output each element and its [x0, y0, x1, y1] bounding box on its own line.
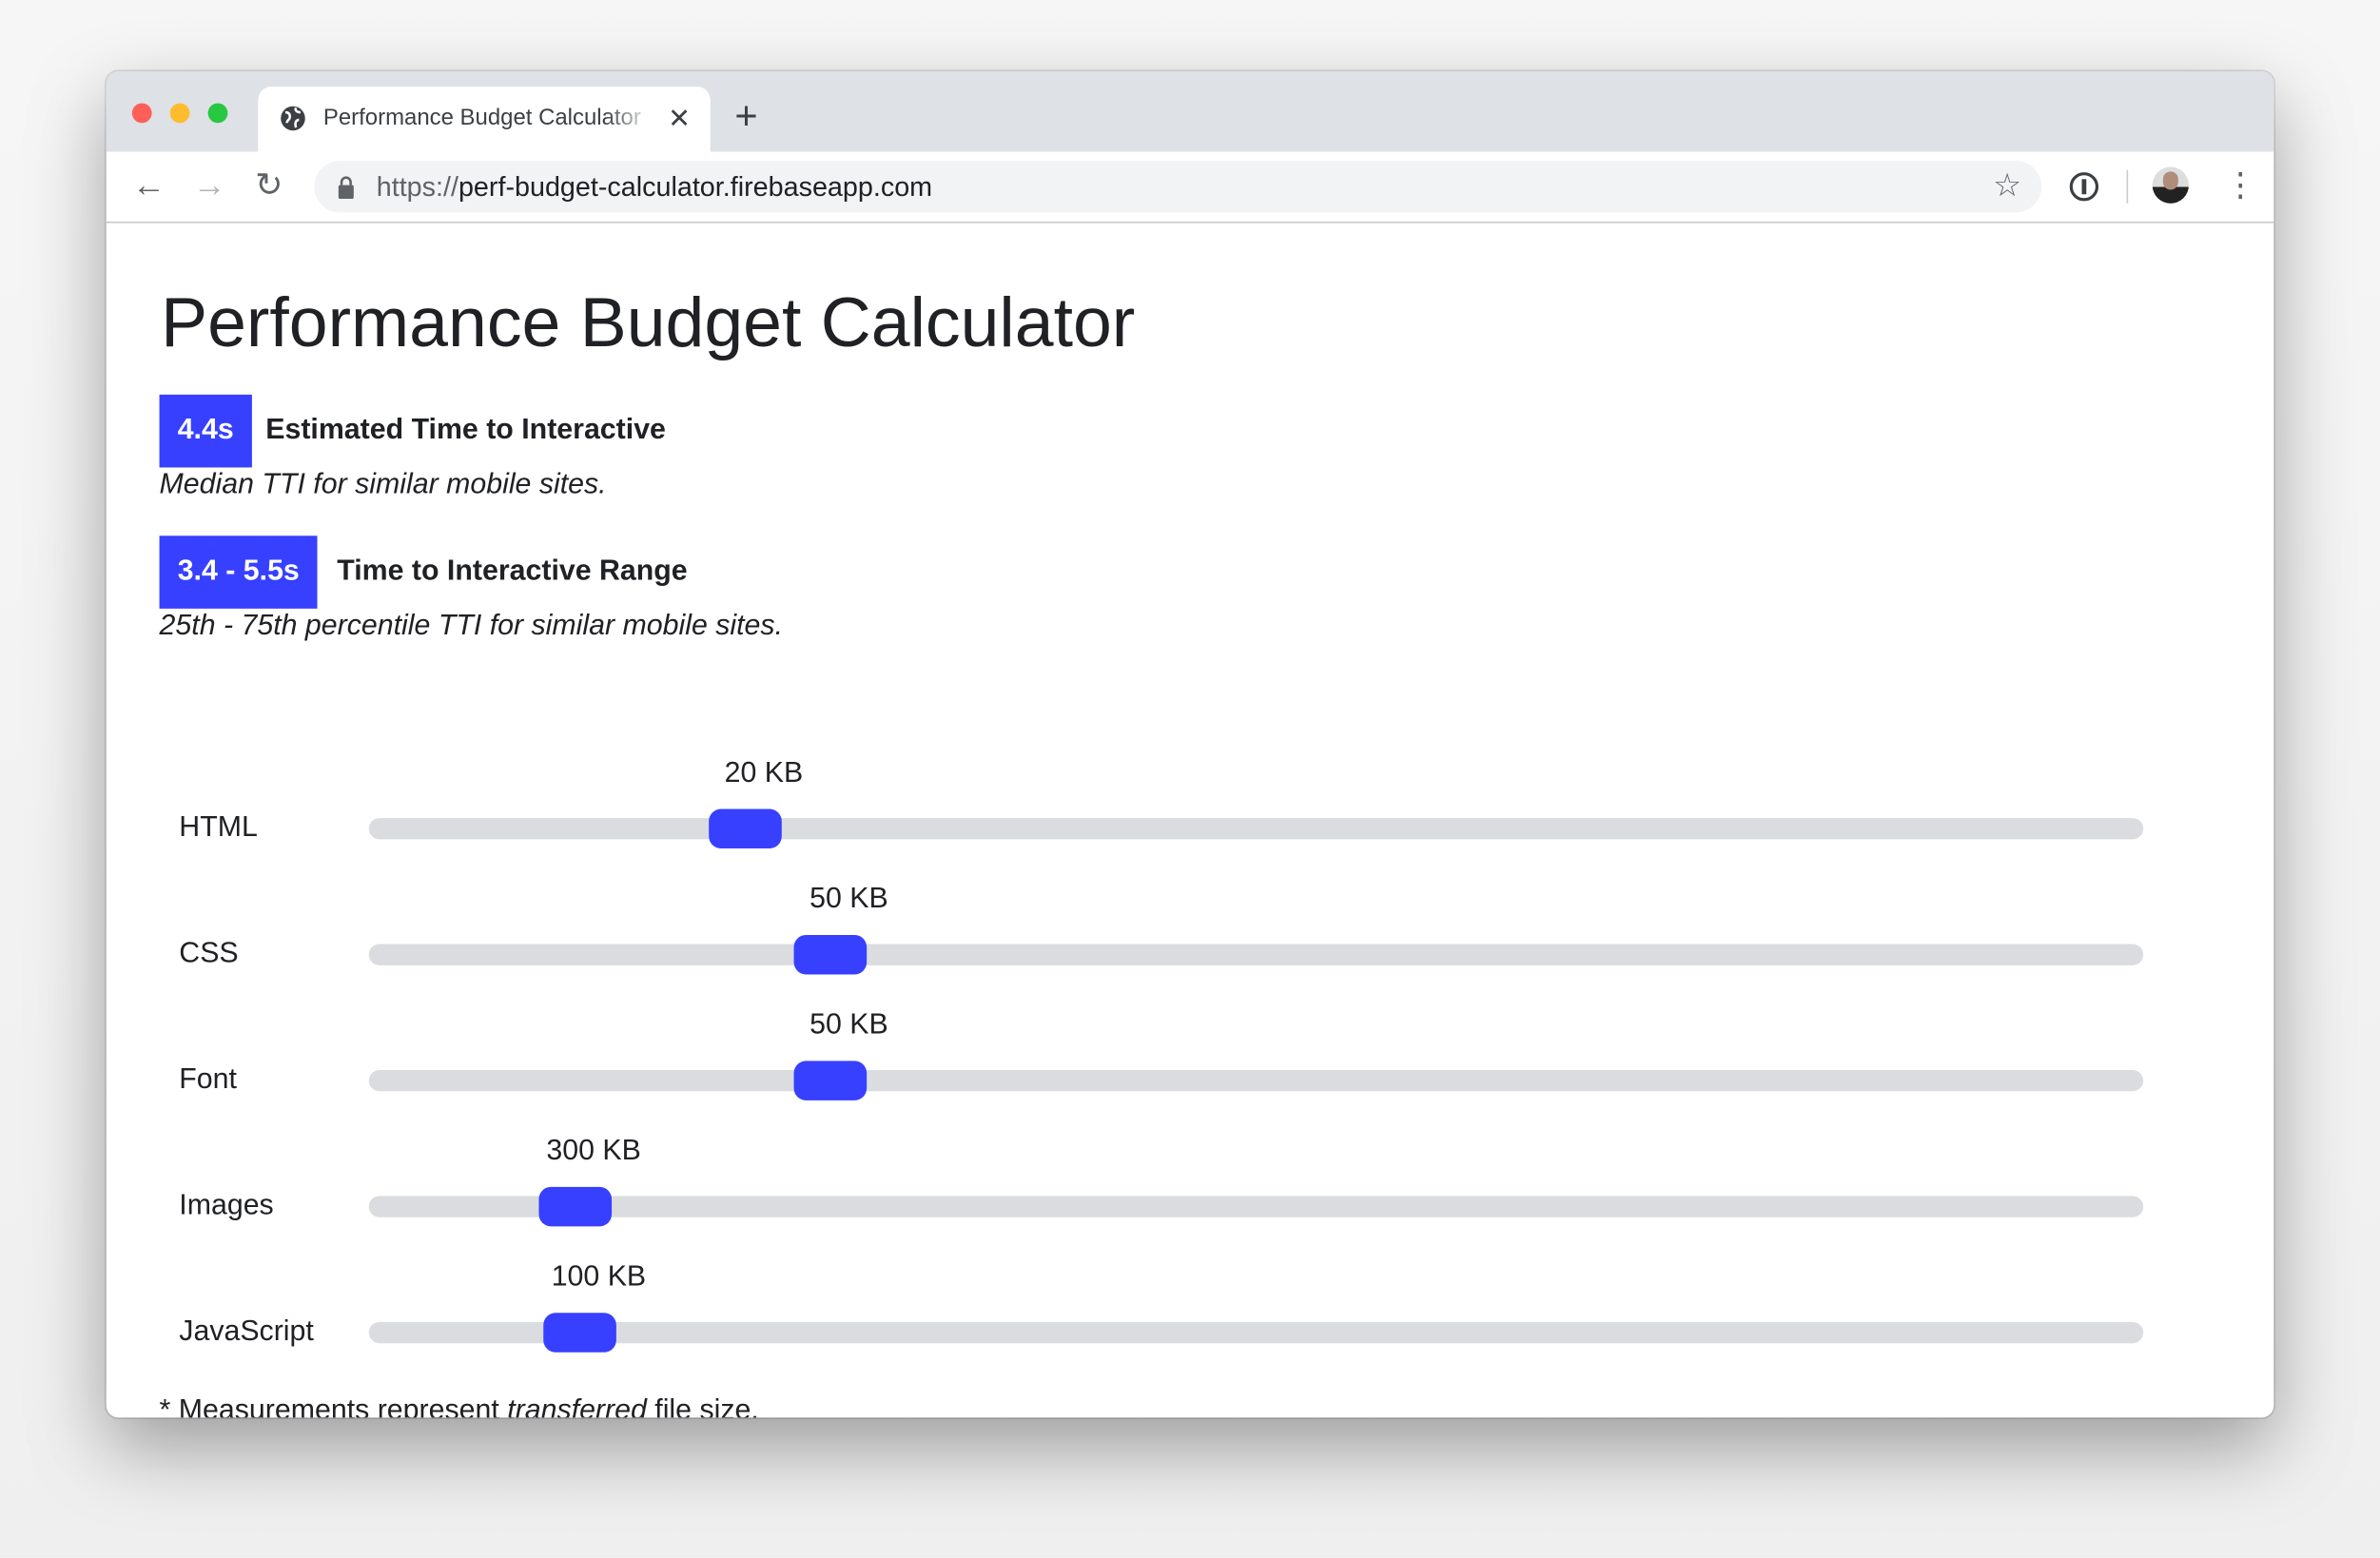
- maximize-window-button[interactable]: [207, 103, 228, 124]
- tab-active[interactable]: Performance Budget Calculator ✕: [258, 86, 711, 152]
- minimize-window-button[interactable]: [169, 103, 190, 124]
- slider-thumb[interactable]: [543, 1313, 617, 1353]
- slider-value: 100 KB: [551, 1261, 647, 1294]
- slider-value: 20 KB: [724, 757, 804, 789]
- tti-description: Median TTI for similar mobile sites.: [159, 469, 607, 501]
- tab-title: Performance Budget Calculator: [322, 105, 641, 131]
- slider-thumb[interactable]: [793, 934, 868, 975]
- reload-icon[interactable]: ↻: [255, 165, 283, 204]
- footnote: * Measurements represent transferred fil…: [159, 1394, 759, 1418]
- new-tab-icon[interactable]: +: [734, 92, 758, 139]
- address-bar[interactable]: https://perf-budget-calculator.firebasea…: [314, 161, 2042, 213]
- password-manager-icon[interactable]: [2069, 171, 2099, 202]
- slider-label-html: HTML: [179, 811, 258, 845]
- tti-label: Estimated Time to Interactive: [265, 414, 666, 447]
- browser-window: Performance Budget Calculator ✕ + ← → ↻ …: [106, 70, 2274, 1418]
- more-icon[interactable]: ⋮: [2223, 165, 2257, 204]
- tti-range-badge: 3.4 - 5.5s: [159, 536, 318, 609]
- tti-range-label: Time to Interactive Range: [337, 555, 688, 588]
- slider-label-css: CSS: [179, 938, 239, 970]
- back-icon[interactable]: ←: [131, 165, 166, 204]
- close-icon[interactable]: ✕: [668, 103, 692, 134]
- slider-value: 50 KB: [810, 883, 888, 916]
- slider-font[interactable]: [368, 1061, 2144, 1100]
- slider-css[interactable]: [368, 934, 2144, 975]
- forward-icon[interactable]: →: [192, 165, 226, 204]
- star-icon[interactable]: ☆: [1993, 168, 2022, 204]
- tab-bar: Performance Budget Calculator ✕ +: [106, 70, 2274, 152]
- page-title: Performance Budget Calculator: [161, 282, 1136, 361]
- toolbar: ← → ↻ https://perf-budget-calculator.fir…: [106, 151, 2274, 224]
- avatar[interactable]: [2152, 166, 2189, 204]
- slider-label-javascript: JavaScript: [179, 1315, 314, 1348]
- url-text: https://perf-budget-calculator.firebasea…: [376, 171, 933, 203]
- slider-thumb[interactable]: [538, 1186, 613, 1227]
- slider-label-font: Font: [179, 1063, 237, 1097]
- tti-range-description: 25th - 75th percentile TTI for similar m…: [159, 610, 784, 642]
- tti-badge: 4.4s: [159, 394, 252, 468]
- globe-icon: [281, 106, 305, 131]
- toolbar-divider: [2126, 169, 2129, 204]
- slider-thumb[interactable]: [709, 808, 783, 848]
- slider-label-images: Images: [179, 1190, 274, 1222]
- slider-thumb[interactable]: [793, 1061, 868, 1100]
- lock-icon: [338, 176, 354, 200]
- slider-javascript[interactable]: [368, 1313, 2144, 1353]
- close-window-button[interactable]: [131, 103, 152, 124]
- slider-images[interactable]: [368, 1186, 2144, 1227]
- slider-html[interactable]: [368, 808, 2144, 848]
- slider-value: 300 KB: [546, 1135, 641, 1168]
- slider-value: 50 KB: [810, 1009, 888, 1042]
